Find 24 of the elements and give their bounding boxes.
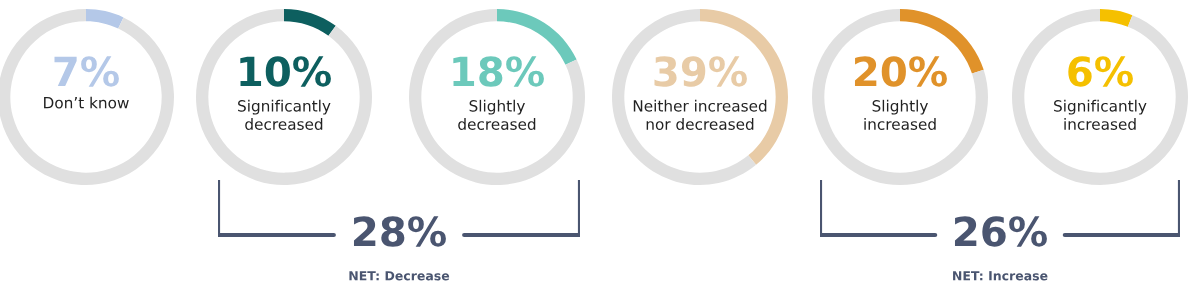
data-label: 10% — [240, 56, 331, 87]
slice-label: Significantly decreased — [238, 99, 331, 130]
slice-label: Significantly increased — [1054, 99, 1147, 130]
data-label: 18% — [453, 56, 544, 87]
slice-label: Slightly decreased — [458, 99, 536, 130]
donut-slice — [1012, 9, 1188, 185]
donut-slice — [812, 9, 988, 185]
text: 26% — [954, 216, 1047, 247]
text: NET: Decrease — [349, 271, 450, 281]
slice-label: Slightly increased — [864, 99, 936, 130]
data-label: 20% — [854, 56, 947, 87]
data-label: 6% — [1068, 56, 1133, 87]
slice-label: Neither increased nor decreased — [633, 99, 767, 130]
donut-slice — [1100, 9, 1133, 27]
data-label: 7% — [54, 56, 119, 87]
donut-slice — [86, 9, 124, 29]
donut-slice — [0, 9, 174, 185]
donut-slice — [196, 9, 372, 185]
data-label: 39% — [654, 56, 747, 87]
text: 28% — [353, 216, 446, 247]
donut-slice — [409, 9, 585, 185]
text: NET: Increase — [953, 271, 1048, 281]
donut-slice — [284, 9, 336, 36]
slice-label: Don’t know — [44, 96, 129, 109]
